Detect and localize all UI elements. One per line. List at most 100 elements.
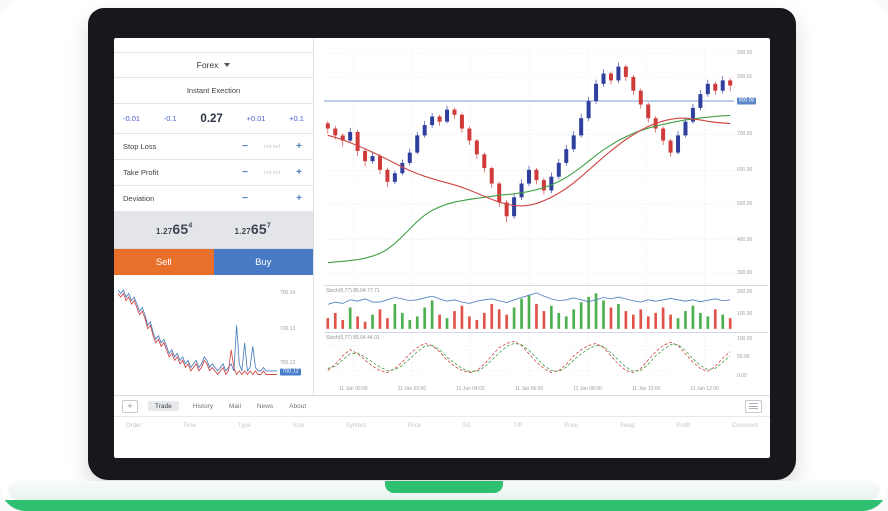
stop-loss-value[interactable]: not set [263, 143, 281, 150]
bid-big-digits: 65 [172, 221, 189, 237]
journal-icon-line [749, 408, 758, 409]
price-label: 200.02 [737, 50, 753, 57]
indicator-2-plot [324, 333, 734, 383]
deviation-row: Deviation − + [114, 186, 313, 212]
price-label: 400.00 [737, 236, 753, 243]
column-symbol: Symbol [345, 422, 366, 429]
bid-pipette: 4 [188, 222, 193, 230]
price-label: 200.01 [737, 74, 753, 81]
indicator-2-axis: 100.00 50.00 0.00 [734, 333, 768, 383]
volume-dec-small-button[interactable]: -0.01 [123, 114, 141, 123]
bottom-toolbar: + Trade History Mail News About [114, 395, 770, 416]
journal-icon[interactable] [745, 399, 762, 413]
candlestick-pane[interactable]: 200.02 200.01 800.00 700.00 600.00 500.00 400.… [324, 46, 768, 286]
execution-mode-label: Instant Exection [186, 86, 241, 95]
take-profit-value[interactable]: not set [263, 169, 281, 176]
indicator-2-label: Stoch(5,77) 85.04 44.01 [326, 335, 380, 341]
tab-trade[interactable]: Trade [148, 401, 179, 411]
price-axis: 200.02 200.01 800.00 700.00 600.00 500.00 400.… [734, 46, 768, 285]
column-price: Price [564, 422, 578, 429]
bottom-accent-band [0, 500, 888, 511]
volume-value: 0.27 [200, 112, 223, 125]
bid-prefix: 1.27 [156, 227, 173, 236]
journal-icon-line [749, 403, 758, 404]
deviation-increase-button[interactable]: + [294, 193, 304, 204]
chart-area: 200.02 200.01 800.00 700.00 600.00 500.00 400.… [314, 38, 770, 395]
volume-inc-small-button[interactable]: +0.01 [246, 114, 266, 123]
order-panel: Forex Instant Exection -0.01 -0.1 0.27 +… [114, 38, 314, 395]
laptop-notch [385, 481, 503, 493]
price-label: 700.14 [280, 290, 296, 297]
time-label: 11 Jan 04:00 [456, 386, 485, 392]
time-label: 11 Jan 12:00 [690, 386, 719, 392]
market-select[interactable]: Forex [114, 52, 313, 78]
price-label: 100.00 [737, 336, 753, 342]
price-label: 200.00 [737, 289, 753, 296]
ask-pipette: 7 [266, 222, 271, 230]
column-price: Price [407, 422, 422, 429]
bid-price: 1.27654 [156, 221, 192, 239]
orders-table-header: Order Time Type Size Symbol Price S/L T/P Price S… [114, 416, 770, 434]
column-order: Order [126, 422, 142, 429]
time-label: 11 Jan 10:00 [631, 386, 661, 392]
time-label: 11 Jan 02:00 [397, 386, 427, 392]
take-profit-label: Take Profit [123, 168, 159, 177]
tick-chart-plot [118, 283, 277, 385]
tab-news[interactable]: News [256, 402, 274, 410]
price-label: 50.00 [737, 354, 750, 360]
stop-loss-decrease-button[interactable]: − [240, 141, 250, 152]
indicator-1-plot [324, 286, 734, 332]
price-label: 600.00 [737, 167, 753, 174]
take-profit-increase-button[interactable]: + [294, 167, 304, 178]
column-tp: T/P [513, 422, 523, 429]
execution-mode[interactable]: Instant Exection [114, 78, 313, 104]
ask-prefix: 1.27 [234, 227, 251, 236]
column-swap: Swap [619, 422, 635, 429]
tab-history[interactable]: History [192, 402, 213, 410]
column-time: Time [182, 422, 197, 429]
price-label: 700.00 [737, 131, 753, 138]
buy-button[interactable]: Buy [213, 249, 313, 275]
bottom-tabs: Trade History Mail News About [148, 401, 308, 411]
sell-button[interactable]: Sell [114, 249, 214, 275]
volume-steppers: -0.01 -0.1 0.27 +0.01 +0.1 [114, 104, 313, 134]
volume-dec-big-button[interactable]: -0.1 [163, 114, 177, 123]
quote-display: 1.27654 1.27657 [114, 212, 313, 249]
column-size: Size [292, 422, 305, 429]
indicator-pane-2[interactable]: Stoch(5,77) 85.04 44.01 100.00 50.00 0.00 [324, 333, 768, 383]
take-profit-decrease-button[interactable]: − [240, 167, 250, 178]
deviation-decrease-button[interactable]: − [240, 193, 250, 204]
column-comment: Comment [731, 422, 758, 429]
price-label: 300.00 [737, 270, 753, 277]
stop-loss-row: Stop Loss − not set + [114, 134, 313, 160]
tab-mail[interactable]: Mail [228, 402, 241, 410]
indicator-1-axis: 200.00 100.00 [734, 286, 768, 332]
chevron-down-icon [224, 63, 231, 67]
column-profit: Profit [676, 422, 691, 429]
laptop-bezel: Forex Instant Exection -0.01 -0.1 0.27 +… [88, 8, 796, 480]
column-type: Type [237, 422, 251, 429]
time-label: 11 Jan 08:00 [573, 386, 602, 392]
price-label: 0.00 [737, 373, 747, 379]
stop-loss-increase-button[interactable]: + [294, 141, 304, 152]
deviation-label: Deviation [123, 194, 155, 203]
trading-app-screen: Forex Instant Exection -0.01 -0.1 0.27 +… [114, 38, 770, 458]
current-price-badge: 700.12 [280, 368, 301, 376]
price-label: 700.12 [280, 359, 296, 366]
price-label: 700.13 [280, 325, 296, 332]
price-label: 500.00 [737, 200, 753, 207]
add-order-button[interactable]: + [122, 399, 138, 413]
time-label: 11 Jan 00:00 [339, 386, 368, 392]
order-buttons: Sell Buy [114, 249, 313, 275]
price-label: 800.00 [737, 97, 757, 105]
ask-big-digits: 65 [250, 221, 267, 237]
journal-icon-line [749, 405, 758, 407]
indicator-pane-1[interactable]: Stoch(5,77) 85.04 77.71 200.00 100.00 [324, 286, 768, 333]
tab-about[interactable]: About [289, 402, 307, 410]
volume-inc-big-button[interactable]: +0.1 [289, 114, 304, 123]
ask-price: 1.27657 [235, 221, 271, 239]
tick-chart[interactable]: 700.14 700.13 700.12 700.12 [114, 275, 313, 395]
market-select-label: Forex [196, 60, 219, 70]
price-label: 100.00 [737, 310, 753, 317]
